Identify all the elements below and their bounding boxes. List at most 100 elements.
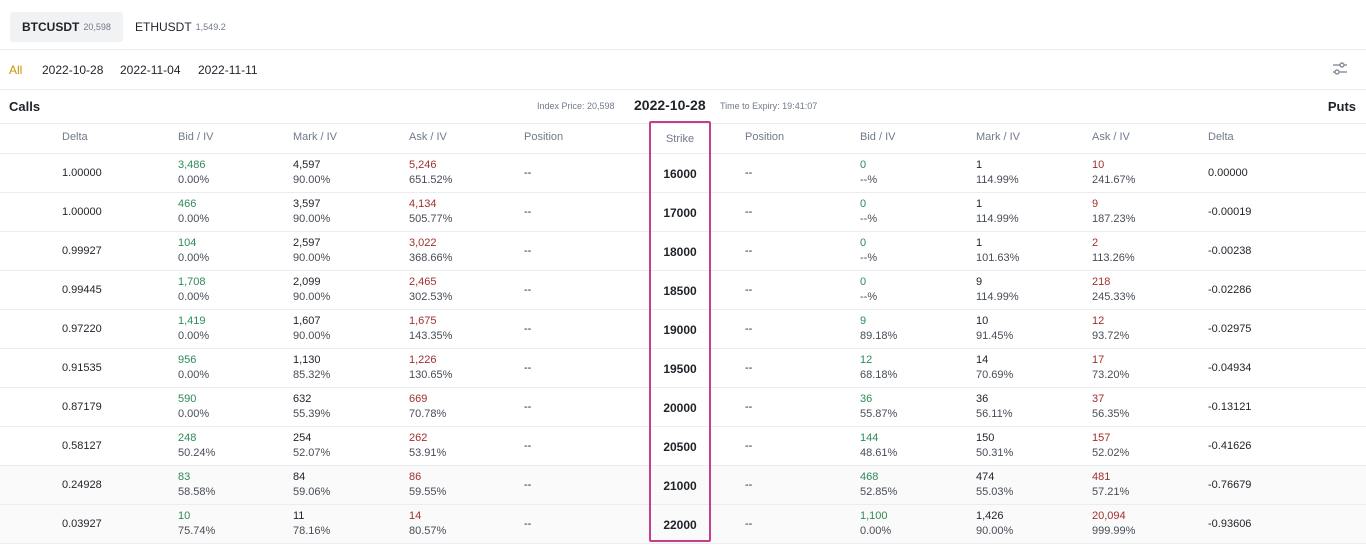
strike-price: 18500 <box>663 283 697 298</box>
call-delta: 0.99927 <box>62 245 102 257</box>
table-row[interactable]: 1.00000 3,486 0.00% 4,597 90.00% 5,246 651.52%… <box>0 154 1366 193</box>
call-ask-cell[interactable]: 14 80.57% <box>409 509 446 539</box>
call-bid-cell[interactable]: 104 0.00% <box>178 236 209 266</box>
put-mark-cell-price: 1 <box>976 159 983 171</box>
call-bid-cell-price: 590 <box>178 393 197 405</box>
put-ask-cell-iv: 56.35% <box>1092 408 1130 420</box>
put-bid-cell-price: 468 <box>860 471 879 483</box>
call-ask-cell[interactable]: 2,465 302.53% <box>409 275 452 305</box>
call-bid-cell[interactable]: 466 0.00% <box>178 197 209 227</box>
put-bid-cell[interactable]: 0 --% <box>860 158 877 188</box>
call-bid-cell[interactable]: 956 0.00% <box>178 353 209 383</box>
call-ask-cell-price: 1,226 <box>409 354 437 366</box>
put-bid-cell[interactable]: 36 55.87% <box>860 392 897 422</box>
date-tab-2022-10-28[interactable]: 2022-10-28 <box>42 63 104 77</box>
put-ask-cell[interactable]: 37 56.35% <box>1092 392 1129 422</box>
put-bid-cell[interactable]: 0 --% <box>860 197 877 227</box>
put-bid-cell[interactable]: 0 --% <box>860 275 877 305</box>
put-ask-cell[interactable]: 10 241.67% <box>1092 158 1135 188</box>
put-bid-cell-price: 0 <box>860 276 867 288</box>
call-mark-cell-iv: 90.00% <box>293 330 331 342</box>
call-ask-cell[interactable]: 1,675 143.35% <box>409 314 452 344</box>
put-mark-cell: 1 114.99% <box>976 158 1019 188</box>
sliders-icon[interactable] <box>1332 62 1348 76</box>
put-ask-cell[interactable]: 9 187.23% <box>1092 197 1135 227</box>
call-bid-cell-iv: 0.00% <box>178 291 210 303</box>
call-bid-cell-price: 83 <box>178 471 191 483</box>
puts-title: Puts <box>1327 99 1356 114</box>
put-bid-cell[interactable]: 144 48.61% <box>860 431 897 461</box>
table-row[interactable]: 0.24928 83 58.58% 84 59.06% 86 59.55% -- 21000 --… <box>0 466 1366 505</box>
call-ask-cell[interactable]: 3,022 368.66% <box>409 236 452 266</box>
call-position: -- <box>524 167 532 179</box>
call-ask-cell[interactable]: 262 53.91% <box>409 431 446 461</box>
call-bid-cell[interactable]: 590 0.00% <box>178 392 209 422</box>
table-row[interactable]: 0.03927 10 75.74% 11 78.16% 14 80.57% -- 22000 --… <box>0 505 1366 544</box>
call-bid-cell[interactable]: 1,419 0.00% <box>178 314 209 344</box>
put-ask-cell[interactable]: 157 52.02% <box>1092 431 1129 461</box>
put-ask-cell-price: 2 <box>1092 237 1099 249</box>
put-ask-cell[interactable]: 20,094 999.99% <box>1092 509 1135 539</box>
date-tab-all[interactable]: All <box>9 63 23 77</box>
call-bid-cell[interactable]: 3,486 0.00% <box>178 158 209 188</box>
put-ask-cell-iv: 57.21% <box>1092 486 1130 498</box>
table-row[interactable]: 0.99445 1,708 0.00% 2,099 90.00% 2,465 302.53%… <box>0 271 1366 310</box>
put-ask-cell-price: 218 <box>1092 276 1111 288</box>
col-put-bid: Bid / IV <box>860 131 896 143</box>
call-ask-cell-price: 1,675 <box>409 315 437 327</box>
put-ask-cell[interactable]: 481 57.21% <box>1092 470 1129 500</box>
call-ask-cell[interactable]: 669 70.78% <box>409 392 446 422</box>
put-bid-cell[interactable]: 468 52.85% <box>860 470 897 500</box>
table-row[interactable]: 0.58127 248 50.24% 254 52.07% 262 53.91% -- 2050… <box>0 427 1366 466</box>
put-delta: -0.02286 <box>1208 284 1252 296</box>
put-mark-cell-iv: 90.00% <box>976 525 1014 537</box>
col-call-bid: Bid / IV <box>178 131 214 143</box>
date-tab-2022-11-11[interactable]: 2022-11-11 <box>198 63 258 77</box>
table-row[interactable]: 1.00000 466 0.00% 3,597 90.00% 4,134 505.77% --… <box>0 193 1366 232</box>
call-delta: 0.99445 <box>62 284 102 296</box>
call-position: -- <box>524 206 532 218</box>
call-mark-cell-iv: 90.00% <box>293 174 331 186</box>
symbol-name: ETHUSDT <box>135 20 192 34</box>
put-bid-cell-iv: 68.18% <box>860 369 898 381</box>
call-bid-cell[interactable]: 10 75.74% <box>178 509 215 539</box>
call-ask-cell[interactable]: 4,134 505.77% <box>409 197 452 227</box>
put-ask-cell-price: 20,094 <box>1092 510 1126 522</box>
put-bid-cell-iv: --% <box>860 213 878 225</box>
put-bid-cell[interactable]: 9 89.18% <box>860 314 897 344</box>
put-mark-cell-iv: 91.45% <box>976 330 1014 342</box>
call-ask-cell[interactable]: 5,246 651.52% <box>409 158 452 188</box>
put-bid-cell[interactable]: 0 --% <box>860 236 877 266</box>
put-ask-cell[interactable]: 218 245.33% <box>1092 275 1135 305</box>
table-row[interactable]: 0.97220 1,419 0.00% 1,607 90.00% 1,675 143.35%… <box>0 310 1366 349</box>
calls-title: Calls <box>9 99 41 114</box>
table-row[interactable]: 0.99927 104 0.00% 2,597 90.00% 3,022 368.66% --… <box>0 232 1366 271</box>
put-ask-cell[interactable]: 2 113.26% <box>1092 236 1135 266</box>
call-bid-cell-iv: 50.24% <box>178 447 216 459</box>
call-bid-cell[interactable]: 83 58.58% <box>178 470 215 500</box>
strike-price: 19000 <box>663 322 697 337</box>
put-bid-cell[interactable]: 12 68.18% <box>860 353 897 383</box>
tab-ethusdt[interactable]: ETHUSDT 1,549.2 <box>123 12 238 42</box>
table-row[interactable]: 0.87179 590 0.00% 632 55.39% 669 70.78% -- 20000… <box>0 388 1366 427</box>
put-ask-cell[interactable]: 17 73.20% <box>1092 353 1129 383</box>
call-ask-cell-iv: 130.65% <box>409 369 453 381</box>
call-bid-cell-price: 466 <box>178 198 197 210</box>
call-mark-cell: 11 78.16% <box>293 509 330 539</box>
call-ask-cell[interactable]: 86 59.55% <box>409 470 446 500</box>
call-mark-cell: 2,099 90.00% <box>293 275 330 305</box>
put-ask-cell-iv: 113.26% <box>1092 252 1135 264</box>
put-ask-cell[interactable]: 12 93.72% <box>1092 314 1129 344</box>
table-row[interactable]: 0.91535 956 0.00% 1,130 85.32% 1,226 130.65% --… <box>0 349 1366 388</box>
call-delta: 0.58127 <box>62 440 102 452</box>
call-ask-cell[interactable]: 1,226 130.65% <box>409 353 452 383</box>
tab-btcusdt[interactable]: BTCUSDT 20,598 <box>10 12 123 42</box>
put-bid-cell[interactable]: 1,100 0.00% <box>860 509 891 539</box>
put-position: -- <box>745 167 753 179</box>
call-bid-cell-price: 104 <box>178 237 197 249</box>
call-bid-cell[interactable]: 1,708 0.00% <box>178 275 209 305</box>
date-tab-2022-11-04[interactable]: 2022-11-04 <box>120 63 181 77</box>
call-bid-cell[interactable]: 248 50.24% <box>178 431 215 461</box>
call-mark-cell-price: 632 <box>293 393 312 405</box>
col-put-position: Position <box>745 131 785 143</box>
